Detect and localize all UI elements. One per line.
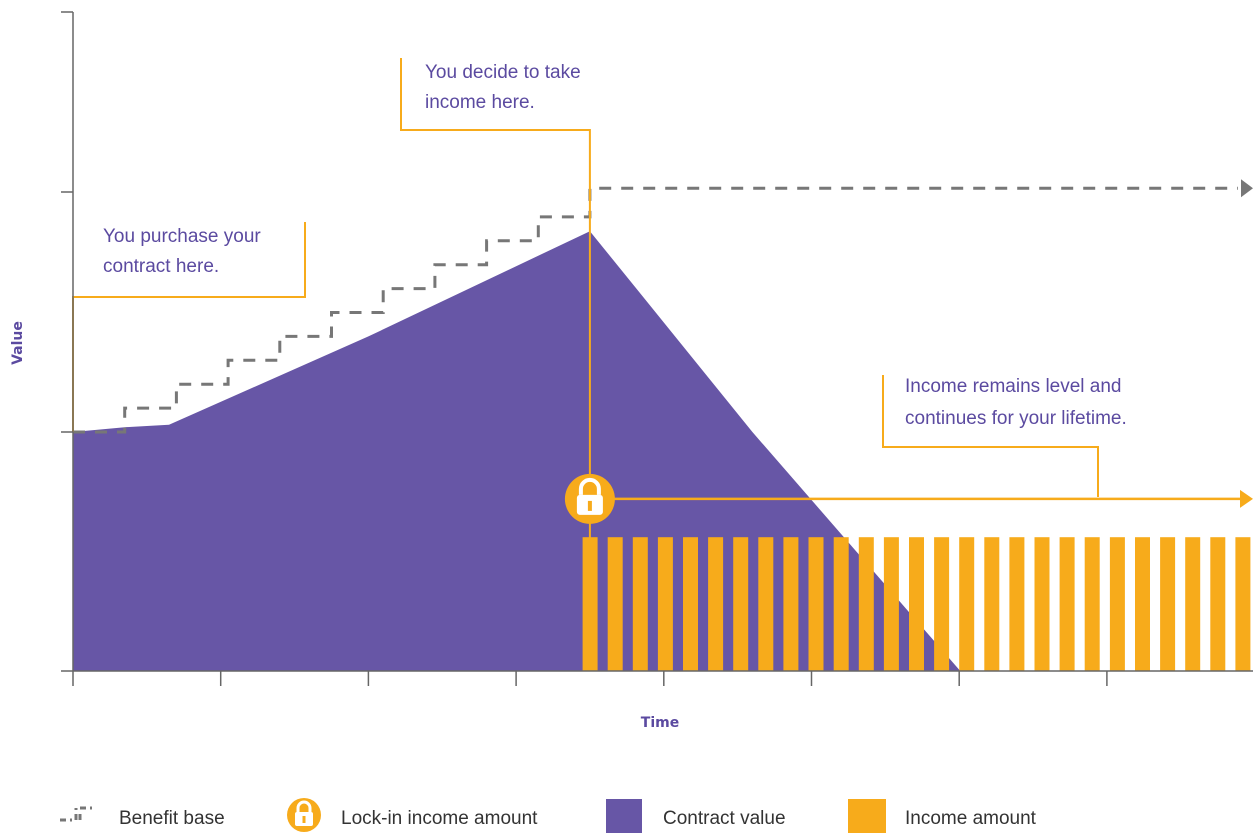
- income-bar: [1109, 537, 1125, 671]
- dashed-step-icon: [60, 806, 92, 822]
- legend-item-income-amount: Income amount: [848, 799, 1037, 833]
- income-bar: [1009, 537, 1025, 671]
- income-bar: [783, 537, 799, 671]
- purple-square-icon: [606, 799, 642, 833]
- annotation-take-income-line-2: income here.: [425, 92, 535, 113]
- annotation-lifetime: Income remains level and continues for y…: [905, 376, 1127, 429]
- legend-item-lock-in: Lock-in income amount: [287, 798, 538, 832]
- income-bar: [1235, 537, 1251, 671]
- income-bar: [758, 537, 774, 671]
- lock-icon: [287, 798, 321, 832]
- lock-shackle: [578, 477, 601, 495]
- income-bar: [1160, 537, 1176, 671]
- income-bar: [808, 537, 824, 671]
- legend-label-benefit-base: Benefit base: [119, 808, 225, 829]
- legend: Benefit base Lock-in income amount Contr…: [60, 798, 1037, 833]
- income-level-arrow: [1240, 489, 1253, 508]
- income-bar: [733, 537, 749, 671]
- income-bar: [883, 537, 899, 671]
- income-bar: [1059, 537, 1075, 671]
- annotation-lifetime-line-2: continues for your lifetime.: [905, 408, 1127, 429]
- legend-label-lock-in: Lock-in income amount: [341, 808, 538, 829]
- orange-square-icon: [848, 799, 886, 833]
- annotation-purchase-line-1: You purchase your: [103, 226, 261, 247]
- income-bar: [1185, 537, 1201, 671]
- income-bar: [858, 537, 874, 671]
- income-bar: [607, 537, 623, 671]
- income-bar: [632, 537, 648, 671]
- income-bar: [683, 537, 698, 671]
- income-bar: [657, 537, 673, 671]
- annotation-take-income-line-1: You decide to take: [425, 62, 581, 83]
- annotation-purchase-line-2: contract here.: [103, 256, 219, 277]
- legend-item-contract-value: Contract value: [606, 799, 786, 833]
- income-bar: [833, 537, 849, 671]
- y-axis-title: Value: [10, 321, 26, 365]
- annotation-lifetime-line-1: Income remains level and: [905, 376, 1122, 397]
- legend-item-benefit-base: Benefit base: [60, 806, 225, 829]
- income-bar: [909, 537, 924, 671]
- income-bar: [1135, 537, 1150, 671]
- legend-label-income-amount: Income amount: [905, 808, 1037, 829]
- benefit-base-arrow: [1241, 179, 1253, 198]
- income-bar: [1084, 537, 1100, 671]
- legend-label-contract-value: Contract value: [663, 808, 786, 829]
- take-income-connector-line: [400, 58, 591, 499]
- income-bar: [582, 537, 598, 671]
- income-bar: [1210, 537, 1226, 671]
- x-axis-title: Time: [641, 715, 679, 731]
- income-bar: [959, 537, 975, 671]
- lifetime-connector-line: [882, 375, 1099, 497]
- lock-keyhole: [587, 500, 592, 511]
- lock-in-marker: [564, 473, 615, 524]
- annotation-purchase: You purchase your contract here.: [103, 226, 261, 277]
- contract-value-area: [73, 231, 982, 671]
- benefit-base-line: [73, 186, 1238, 434]
- annotation-take-income: You decide to take income here.: [425, 62, 581, 113]
- income-bar: [984, 537, 1000, 671]
- income-bar: [1034, 537, 1050, 671]
- income-bar: [708, 537, 724, 671]
- income-bar: [934, 537, 950, 671]
